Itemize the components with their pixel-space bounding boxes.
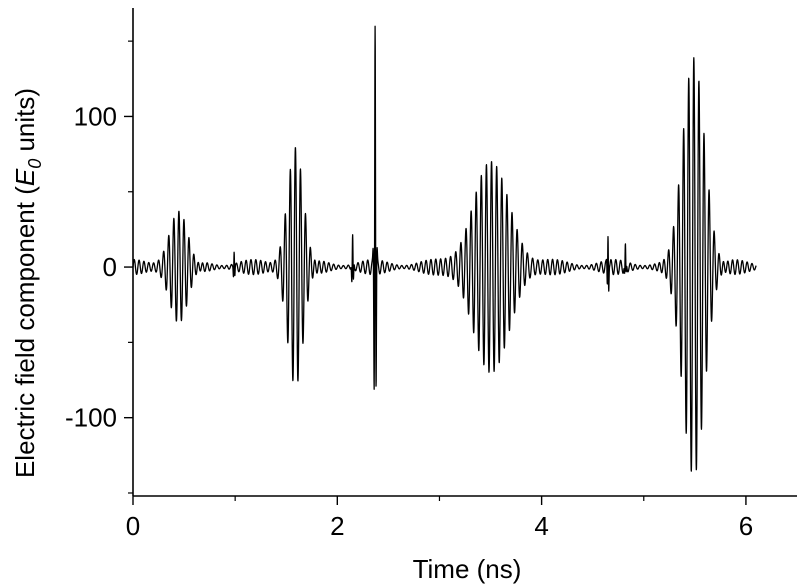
x-tick-label: 4 xyxy=(534,511,548,541)
y-tick-label: -100 xyxy=(65,403,117,433)
axes xyxy=(124,8,797,505)
y-tick-label: 0 xyxy=(103,252,117,282)
y-axis-title: Electric field component (E0 units) xyxy=(10,88,45,478)
y-axis-title-subscript: 0 xyxy=(25,159,45,169)
x-tick-label: 0 xyxy=(126,511,140,541)
plot-area xyxy=(132,25,757,472)
x-tick-label: 6 xyxy=(739,511,753,541)
x-axis-title: Time (ns) xyxy=(413,554,522,584)
y-tick-labels: -100 0 100 xyxy=(65,101,117,432)
y-tick-label: 100 xyxy=(74,101,117,131)
y-axis-title-prefix: Electric field component ( xyxy=(10,186,40,478)
y-axis-title-symbol: E xyxy=(10,168,40,186)
x-tick-label: 2 xyxy=(330,511,344,541)
y-axis-title-suffix: units) xyxy=(10,88,40,159)
x-tick-labels: 0 2 4 6 xyxy=(126,511,753,541)
series-line xyxy=(132,25,757,472)
